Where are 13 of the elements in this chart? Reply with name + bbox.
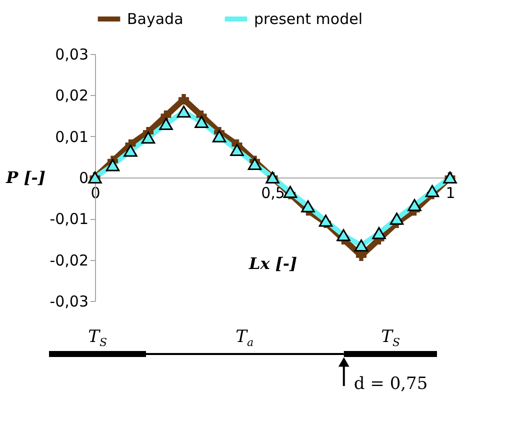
y-tick-label: 0,03 (55, 46, 88, 64)
y-tick-label: -0,02 (50, 251, 88, 270)
y-tick-label: 0,01 (55, 128, 88, 146)
x-axis-title: Lx [-] (248, 254, 298, 273)
text: d = 0,75 (354, 374, 428, 394)
legend-label: Bayada (127, 10, 184, 28)
y-tick-label: 0,02 (55, 86, 88, 105)
x-tick-label: 1 (446, 184, 456, 202)
y-tick-label: -0,03 (50, 292, 88, 310)
y-axis-title: P [-] (5, 168, 46, 187)
legend-label: present model (254, 10, 362, 28)
y-tick-label: 0 (78, 169, 88, 187)
y-tick-label: -0,01 (50, 210, 88, 228)
